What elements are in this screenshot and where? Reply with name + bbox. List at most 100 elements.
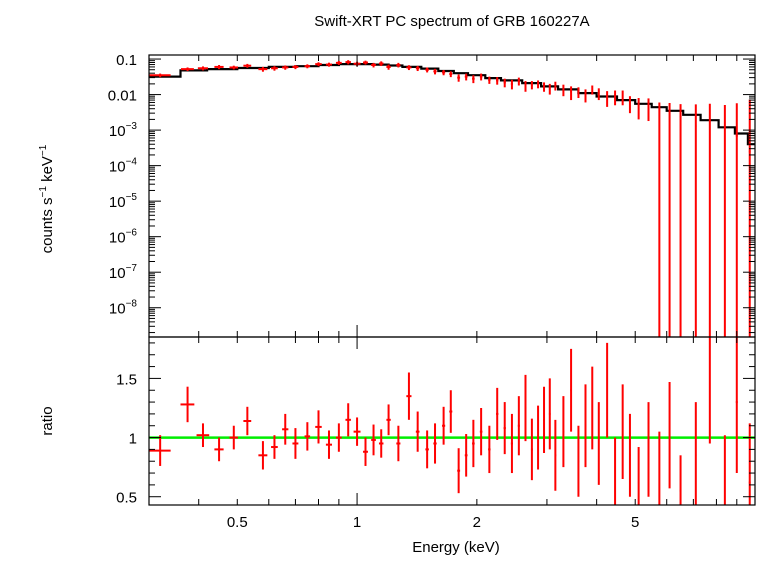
- data-point: [679, 104, 682, 337]
- ratio-point: [396, 425, 401, 462]
- ratio-tick-label: 1.5: [116, 371, 137, 388]
- ratio-point: [679, 455, 682, 505]
- data-point: [658, 102, 661, 337]
- ratio-point: [292, 428, 299, 459]
- data-point: [406, 65, 412, 71]
- ratio-point: [606, 342, 609, 438]
- ratio-point: [457, 448, 461, 494]
- ratio-point: [621, 384, 624, 479]
- ratio-point: [658, 431, 661, 505]
- data-point: [735, 103, 738, 337]
- ratio-point: [415, 411, 420, 452]
- ratio-point: [537, 405, 540, 470]
- y-tick-label: 10−4: [109, 157, 138, 176]
- ratio-point: [433, 423, 437, 464]
- ratio-point: [614, 437, 617, 505]
- ratio-point: [637, 447, 640, 505]
- ratio-point: [723, 435, 726, 505]
- ratio-point: [371, 424, 376, 456]
- y-tick-label: 10−5: [109, 192, 138, 211]
- ratio-point: [196, 423, 210, 448]
- data-point: [472, 75, 475, 84]
- ratio-point: [510, 413, 513, 474]
- data-point: [554, 81, 557, 91]
- data-point: [543, 82, 546, 92]
- data-point: [723, 104, 726, 337]
- ratio-y-axis-label: ratio: [39, 406, 56, 435]
- ratio-point: [271, 435, 278, 459]
- ratio-point: [554, 419, 557, 491]
- y-tick-label: 0.01: [108, 88, 137, 105]
- data-point: [562, 84, 565, 97]
- ratio-point: [229, 425, 238, 450]
- ratio-data-layer: [149, 337, 755, 505]
- ratio-tick-label: 1: [129, 431, 137, 448]
- data-point: [668, 102, 671, 337]
- y-tick-label: 10−7: [109, 263, 138, 282]
- data-point: [149, 73, 171, 78]
- data-point: [530, 81, 533, 90]
- data-point: [325, 62, 333, 67]
- ratio-point: [548, 378, 551, 450]
- ratio-point: [243, 406, 252, 436]
- data-point: [271, 66, 278, 71]
- y-tick-label: 10−6: [109, 228, 138, 247]
- data-point: [503, 78, 506, 88]
- data-point: [214, 64, 224, 70]
- data-point: [708, 103, 711, 337]
- ratio-panel-frame: [148, 336, 756, 506]
- ratio-point: [543, 386, 546, 453]
- ratio-point: [530, 418, 533, 481]
- data-point: [229, 65, 238, 70]
- ratio-point: [378, 429, 384, 458]
- ratio-point: [406, 372, 412, 420]
- data-point: [524, 81, 527, 92]
- ratio-point: [503, 402, 506, 455]
- ratio-point: [386, 404, 391, 436]
- ratio-point: [325, 430, 333, 459]
- ratio-point: [479, 407, 483, 456]
- ratio-point: [180, 386, 195, 423]
- ratio-point: [577, 425, 580, 497]
- axes-layer: 0.5 1 2 5 0.1 0.01 10−3 10−4 10−5 10−6 10−7 10−8 0.5…: [108, 52, 756, 531]
- x-tick-label: 2: [473, 514, 481, 531]
- ratio-point: [488, 425, 491, 474]
- data-point: [584, 89, 587, 103]
- data-point: [425, 67, 429, 73]
- x-axis-label: Energy (keV): [412, 539, 500, 556]
- data-point: [292, 64, 299, 70]
- ratio-point: [496, 387, 499, 440]
- data-point: [614, 90, 617, 106]
- spectrum-panel-frame: [148, 54, 756, 338]
- data-point: [378, 61, 384, 66]
- data-point: [621, 90, 624, 106]
- ratio-point: [335, 423, 342, 452]
- ratio-point: [584, 384, 587, 468]
- data-point: [243, 63, 252, 68]
- ratio-point: [442, 406, 446, 445]
- data-point: [315, 62, 322, 67]
- ratio-point: [524, 374, 527, 442]
- data-point: [637, 98, 640, 120]
- data-point: [442, 70, 446, 76]
- ratio-point: [647, 402, 650, 497]
- data-point: [517, 77, 520, 86]
- data-point: [606, 91, 609, 107]
- ratio-point: [214, 437, 224, 462]
- x-tick-label: 1: [353, 514, 361, 531]
- y-tick-label: 0.1: [116, 52, 137, 69]
- data-point: [591, 85, 594, 95]
- data-point: [488, 76, 491, 84]
- data-point: [597, 88, 600, 101]
- ratio-point: [363, 437, 368, 466]
- data-point: [647, 98, 650, 122]
- spectrum-y-axis-label: counts s−1 keV−1: [38, 144, 56, 253]
- y-tick-label: 10−3: [109, 121, 138, 140]
- data-point: [537, 80, 540, 89]
- data-point: [479, 73, 483, 81]
- ratio-point: [628, 413, 631, 497]
- data-point: [180, 67, 194, 72]
- ratio-point: [694, 402, 697, 505]
